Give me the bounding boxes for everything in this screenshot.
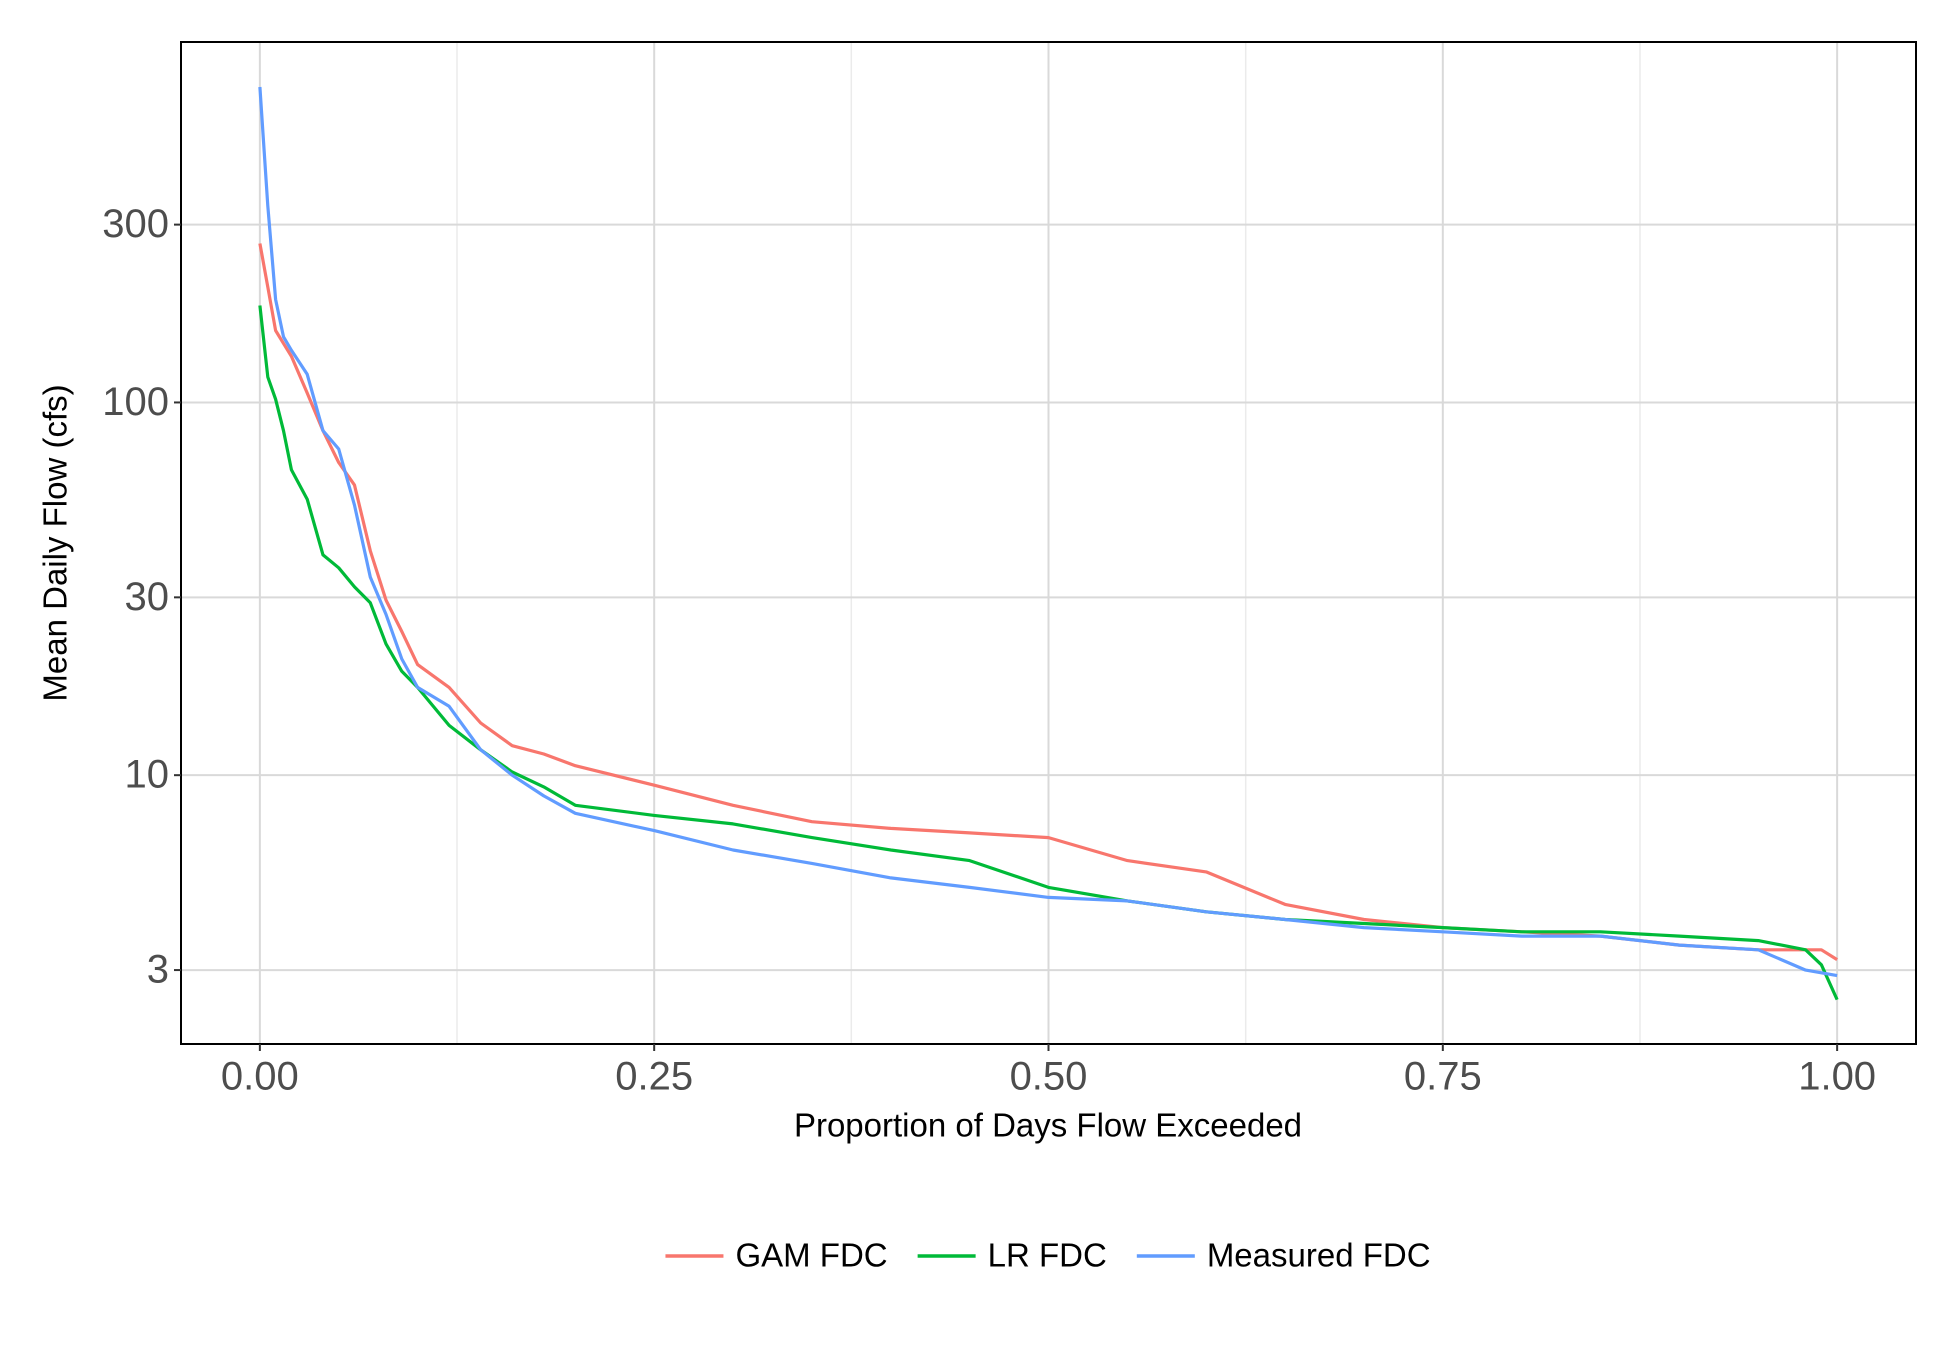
series-line xyxy=(258,305,1839,1001)
legend-label: Measured FDC xyxy=(1207,1237,1431,1274)
legend: GAM FDC LR FDC Measured FDC xyxy=(665,1237,1431,1274)
x-axis-title: Proportion of Days Flow Exceeded xyxy=(794,1107,1302,1144)
legend-item: Measured FDC xyxy=(1136,1237,1431,1274)
x-tick-label: 0.75 xyxy=(1404,1055,1482,1099)
legend-item: LR FDC xyxy=(917,1237,1107,1274)
y-tick-label: 30 xyxy=(125,575,170,619)
axes: 0.00 0.25 0.50 0.75 1.00 3 10 30 100 300 xyxy=(102,202,1876,1098)
y-axis-title: Mean Daily Flow (cfs) xyxy=(37,384,74,701)
y-tick-label: 10 xyxy=(125,753,170,797)
x-tick-label: 0.50 xyxy=(1010,1055,1088,1099)
x-tick-label: 0.00 xyxy=(221,1055,299,1099)
grid xyxy=(181,42,1916,1044)
series-line xyxy=(258,86,1838,978)
x-tick-label: 0.25 xyxy=(615,1055,693,1099)
x-tick-label: 1.00 xyxy=(1798,1055,1876,1099)
legend-label: LR FDC xyxy=(988,1237,1107,1274)
y-tick-label: 3 xyxy=(147,948,169,992)
y-tick-label: 100 xyxy=(102,380,169,424)
y-tick-label: 300 xyxy=(102,202,169,246)
legend-label: GAM FDC xyxy=(735,1237,887,1274)
plot-lines xyxy=(258,86,1839,1001)
legend-item: GAM FDC xyxy=(665,1237,888,1274)
